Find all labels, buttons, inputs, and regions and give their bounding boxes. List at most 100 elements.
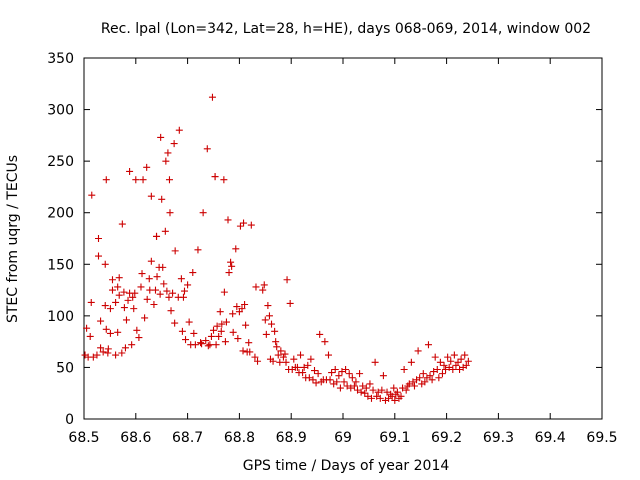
data-point xyxy=(438,370,446,378)
data-point xyxy=(220,288,228,296)
data-point xyxy=(121,344,129,352)
data-point xyxy=(88,191,96,199)
data-point xyxy=(281,350,289,358)
data-point xyxy=(265,312,273,320)
data-point xyxy=(199,209,207,217)
data-point xyxy=(87,298,95,306)
data-point xyxy=(430,368,438,376)
data-point xyxy=(224,216,232,224)
data-point xyxy=(316,330,324,338)
data-point xyxy=(112,298,120,306)
data-point xyxy=(106,305,114,313)
data-point xyxy=(180,287,188,295)
data-point xyxy=(269,357,277,365)
chart-title: Rec. lpal (Lon=342, Lat=28, h=HE), days … xyxy=(101,21,591,37)
data-point xyxy=(151,286,159,294)
data-point xyxy=(326,376,334,384)
data-point xyxy=(153,273,161,281)
data-point xyxy=(273,343,281,351)
data-point xyxy=(190,329,198,337)
data-point xyxy=(252,283,260,291)
data-point xyxy=(159,263,167,271)
data-point xyxy=(232,245,240,253)
data-point xyxy=(260,281,268,289)
data-point xyxy=(166,209,174,217)
data-point xyxy=(120,288,128,296)
data-point xyxy=(286,299,294,307)
data-point xyxy=(456,365,464,373)
data-point xyxy=(120,304,128,312)
data-point xyxy=(197,339,205,347)
data-point xyxy=(115,291,123,299)
data-point xyxy=(234,335,242,343)
data-point xyxy=(435,374,443,382)
data-point xyxy=(164,149,172,157)
data-point xyxy=(391,396,399,404)
data-point xyxy=(405,380,413,388)
data-point xyxy=(335,372,343,380)
data-point xyxy=(461,351,469,359)
data-point xyxy=(445,363,453,371)
data-point xyxy=(347,384,355,392)
x-tick-label: 69.4 xyxy=(535,430,566,446)
data-point xyxy=(462,361,470,369)
x-tick-label: 69.2 xyxy=(431,430,462,446)
data-point xyxy=(245,339,253,347)
data-point xyxy=(378,386,386,394)
data-point xyxy=(114,283,122,291)
x-tick-label: 69.1 xyxy=(379,430,410,446)
data-point xyxy=(177,275,185,283)
x-tick-label: 69 xyxy=(334,430,352,446)
data-point xyxy=(147,257,155,265)
data-point xyxy=(182,336,190,344)
data-point xyxy=(402,386,410,394)
data-point xyxy=(222,318,230,326)
data-point xyxy=(449,365,457,373)
data-point xyxy=(357,388,365,396)
data-point xyxy=(147,192,155,200)
data-point xyxy=(150,301,158,309)
data-point xyxy=(97,344,105,352)
data-point xyxy=(106,329,114,337)
data-point xyxy=(220,176,228,184)
data-point xyxy=(366,380,374,388)
data-point xyxy=(400,365,408,373)
y-tick-label: 50 xyxy=(56,360,74,376)
data-point xyxy=(238,305,246,313)
data-point xyxy=(194,246,202,254)
data-point xyxy=(93,351,101,359)
data-point xyxy=(229,310,237,318)
y-axis-ticks: 0 50 100 150 200 250 300 350 xyxy=(47,51,602,428)
y-tick-label: 200 xyxy=(47,206,74,222)
data-point xyxy=(229,328,237,336)
data-point xyxy=(240,219,248,227)
data-point xyxy=(162,157,170,165)
data-point xyxy=(133,326,141,334)
data-point xyxy=(307,355,315,363)
data-point xyxy=(383,388,391,396)
data-point xyxy=(274,351,282,359)
data-point xyxy=(141,314,149,322)
data-point xyxy=(145,275,153,283)
data-point xyxy=(185,318,193,326)
data-point xyxy=(137,283,145,291)
data-point xyxy=(345,370,353,378)
data-point xyxy=(124,296,132,304)
data-point xyxy=(440,361,448,369)
data-point xyxy=(108,276,116,284)
data-point xyxy=(204,342,212,350)
data-point xyxy=(167,307,175,315)
data-point xyxy=(89,353,97,361)
data-point xyxy=(86,332,94,340)
plot-frame xyxy=(83,57,603,420)
data-point xyxy=(102,325,110,333)
data-point xyxy=(251,353,259,361)
x-tick-label: 68.6 xyxy=(120,430,151,446)
data-point xyxy=(217,327,225,335)
data-point xyxy=(169,289,177,297)
data-point xyxy=(271,327,279,335)
data-point xyxy=(228,262,236,270)
data-point xyxy=(276,358,284,366)
data-point xyxy=(216,308,224,316)
